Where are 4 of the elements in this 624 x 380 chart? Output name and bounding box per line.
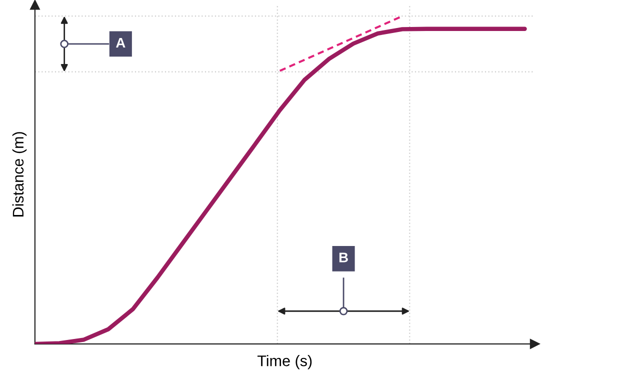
annotation: A — [116, 38, 126, 48]
annotation: B — [339, 252, 348, 262]
x-axis-title: Time (s) — [257, 355, 312, 370]
y-axis-title: Distance (m) — [12, 132, 27, 216]
